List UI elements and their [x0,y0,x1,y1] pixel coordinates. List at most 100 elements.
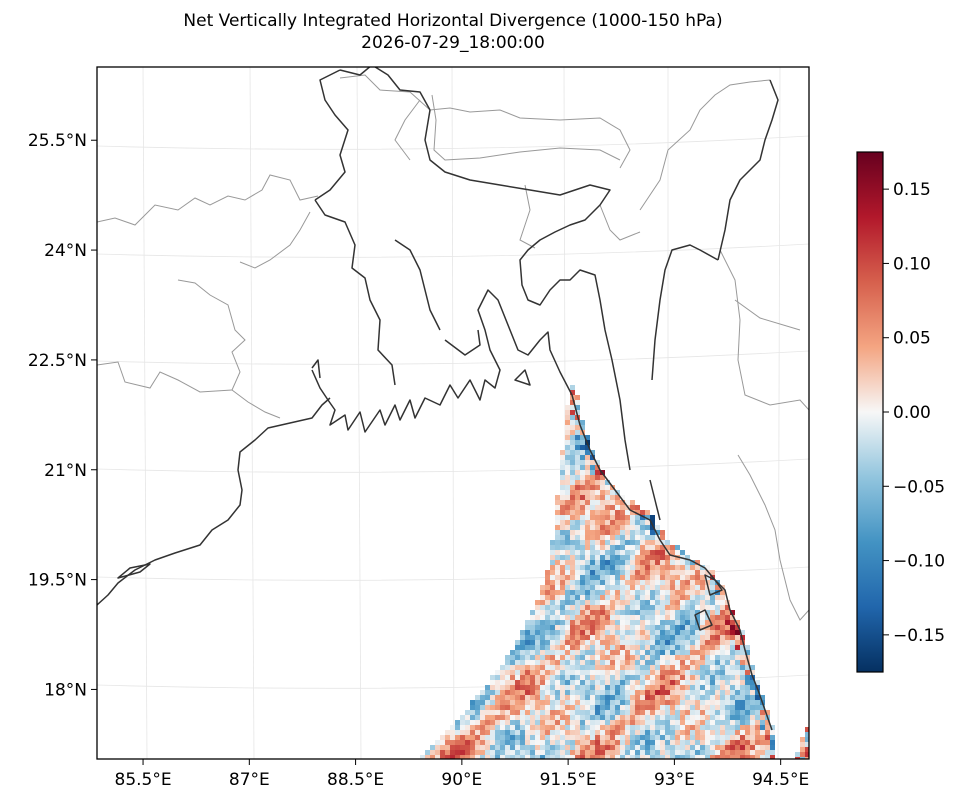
field-cell [565,560,570,565]
field-cell [655,580,660,585]
field-cell [630,580,635,585]
field-cell [505,695,510,700]
field-cell [570,480,575,485]
field-cell [475,730,480,735]
field-cell [545,615,550,620]
field-cell [650,730,655,735]
field-cell [680,665,685,670]
field-cell [735,685,740,690]
field-cell [595,675,600,680]
field-cell [800,747,805,752]
field-cell [505,755,510,759]
field-cell [690,705,695,710]
field-cell [575,665,580,670]
field-cell [730,725,735,730]
field-cell [630,530,635,535]
field-cell [625,540,630,545]
field-cell [730,675,735,680]
field-cell [705,675,710,680]
field-cell [745,705,750,710]
field-cell [440,740,445,745]
field-cell [490,735,495,740]
field-cell [630,620,635,625]
field-cell [485,720,490,725]
field-cell [750,735,755,740]
field-cell [570,440,575,445]
field-cell [565,680,570,685]
field-cell [625,685,630,690]
field-cell [565,440,570,445]
field-cell [630,715,635,720]
field-cell [575,560,580,565]
field-cell [575,455,580,460]
field-cell [520,730,525,735]
field-cell [570,550,575,555]
field-cell [760,730,765,735]
field-cell [580,560,585,565]
field-cell [565,595,570,600]
field-cell [645,610,650,615]
field-cell [585,550,590,555]
field-cell [600,495,605,500]
field-cell [600,710,605,715]
field-cell [615,505,620,510]
field-cell [765,735,770,740]
field-cell [565,620,570,625]
field-cell [625,705,630,710]
field-cell [740,715,745,720]
field-cell [630,550,635,555]
field-cell [480,720,485,725]
field-cell [545,715,550,720]
field-cell [675,750,680,755]
field-cell [530,715,535,720]
field-cell [640,610,645,615]
field-cell [730,685,735,690]
field-cell [735,620,740,625]
field-cell [610,745,615,750]
x-tick-label: 91.5°E [540,770,597,790]
field-cell [575,500,580,505]
field-cell [715,670,720,675]
field-cell [630,710,635,715]
field-cell [685,680,690,685]
field-cell [675,630,680,635]
field-cell [695,600,700,605]
field-cell [710,655,715,660]
field-cell [570,505,575,510]
field-cell [605,530,610,535]
field-cell [590,740,595,745]
field-cell [560,585,565,590]
field-cell [525,620,530,625]
field-cell [705,670,710,675]
field-cell [585,685,590,690]
field-cell [585,675,590,680]
field-cell [605,675,610,680]
field-cell [655,590,660,595]
field-cell [760,755,765,759]
field-cell [645,580,650,585]
field-cell [620,520,625,525]
field-cell [515,720,520,725]
field-cell [535,740,540,745]
field-cell [660,650,665,655]
field-cell [530,635,535,640]
field-cell [475,745,480,750]
field-cell [705,680,710,685]
field-cell [595,485,600,490]
field-cell [540,600,545,605]
field-cell [590,750,595,755]
field-cell [600,685,605,690]
field-cell [620,600,625,605]
field-cell [605,555,610,560]
axes-frame [96,66,810,760]
field-cell [475,725,480,730]
field-cell [555,610,560,615]
field-cell [710,690,715,695]
field-cell [750,725,755,730]
field-cell [670,610,675,615]
field-cell [625,695,630,700]
field-cell [560,615,565,620]
field-cell [695,750,700,755]
field-cell [565,645,570,650]
field-cell [530,735,535,740]
